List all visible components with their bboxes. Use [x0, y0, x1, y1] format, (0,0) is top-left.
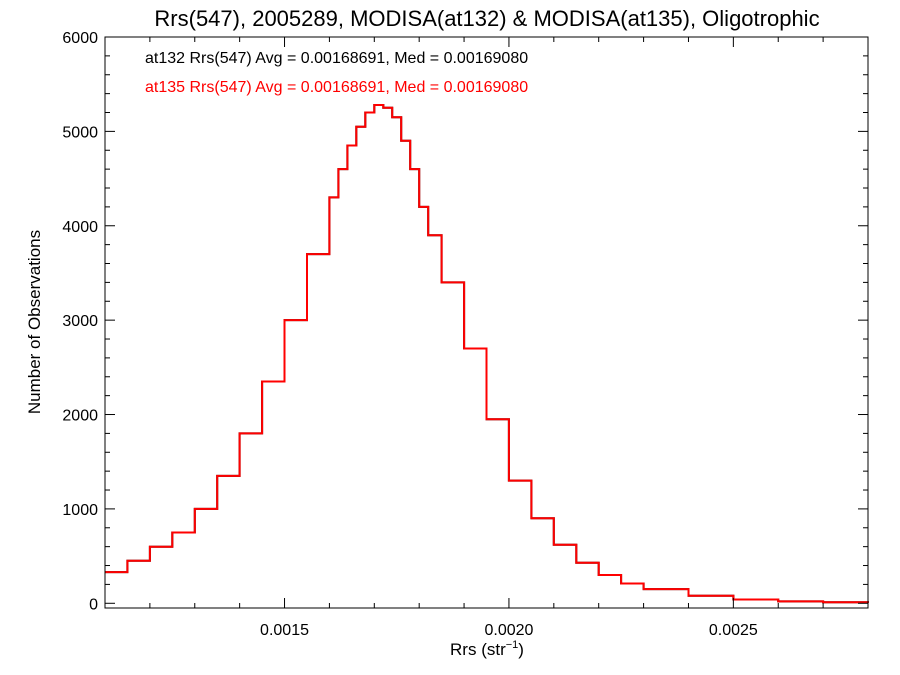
y-tick-label-4: 4000: [62, 219, 98, 236]
y-tick-label-2: 2000: [62, 408, 98, 425]
y-axis-label: Number of Observations: [25, 230, 44, 414]
y-tick-label-0: 0: [89, 596, 98, 613]
x-tick-label-0: 0.0015: [260, 622, 309, 639]
y-tick-label-3: 3000: [62, 313, 98, 330]
x-tick-label-2: 0.0025: [709, 622, 758, 639]
series-line-1: [105, 104, 869, 604]
annotation-at135: at135 Rrs(547) Avg = 0.00168691, Med = 0…: [145, 79, 528, 96]
series-layer: [105, 104, 869, 604]
x-tick-label-1: 0.0020: [484, 622, 533, 639]
x-axis-label: Rrs (str−1): [450, 639, 524, 659]
y-tick-label-1: 1000: [62, 502, 98, 519]
x-axis-label-text: Rrs (str: [450, 640, 506, 659]
x-axis-label-suffix: ): [518, 640, 524, 659]
tick-layer: 0.0015 0.0020 0.0025 0 1000 2000 3000 4000 5000 6…: [62, 30, 868, 639]
chart-title: Rrs(547), 2005289, MODISA(at132) & MODIS…: [154, 6, 819, 31]
y-tick-label-6: 6000: [62, 30, 98, 47]
x-axis-label-sup: −1: [506, 639, 519, 651]
y-tick-label-5: 5000: [62, 124, 98, 141]
annotation-at132: at132 Rrs(547) Avg = 0.00168691, Med = 0…: [145, 50, 528, 67]
plot-frame: [104, 36, 869, 609]
